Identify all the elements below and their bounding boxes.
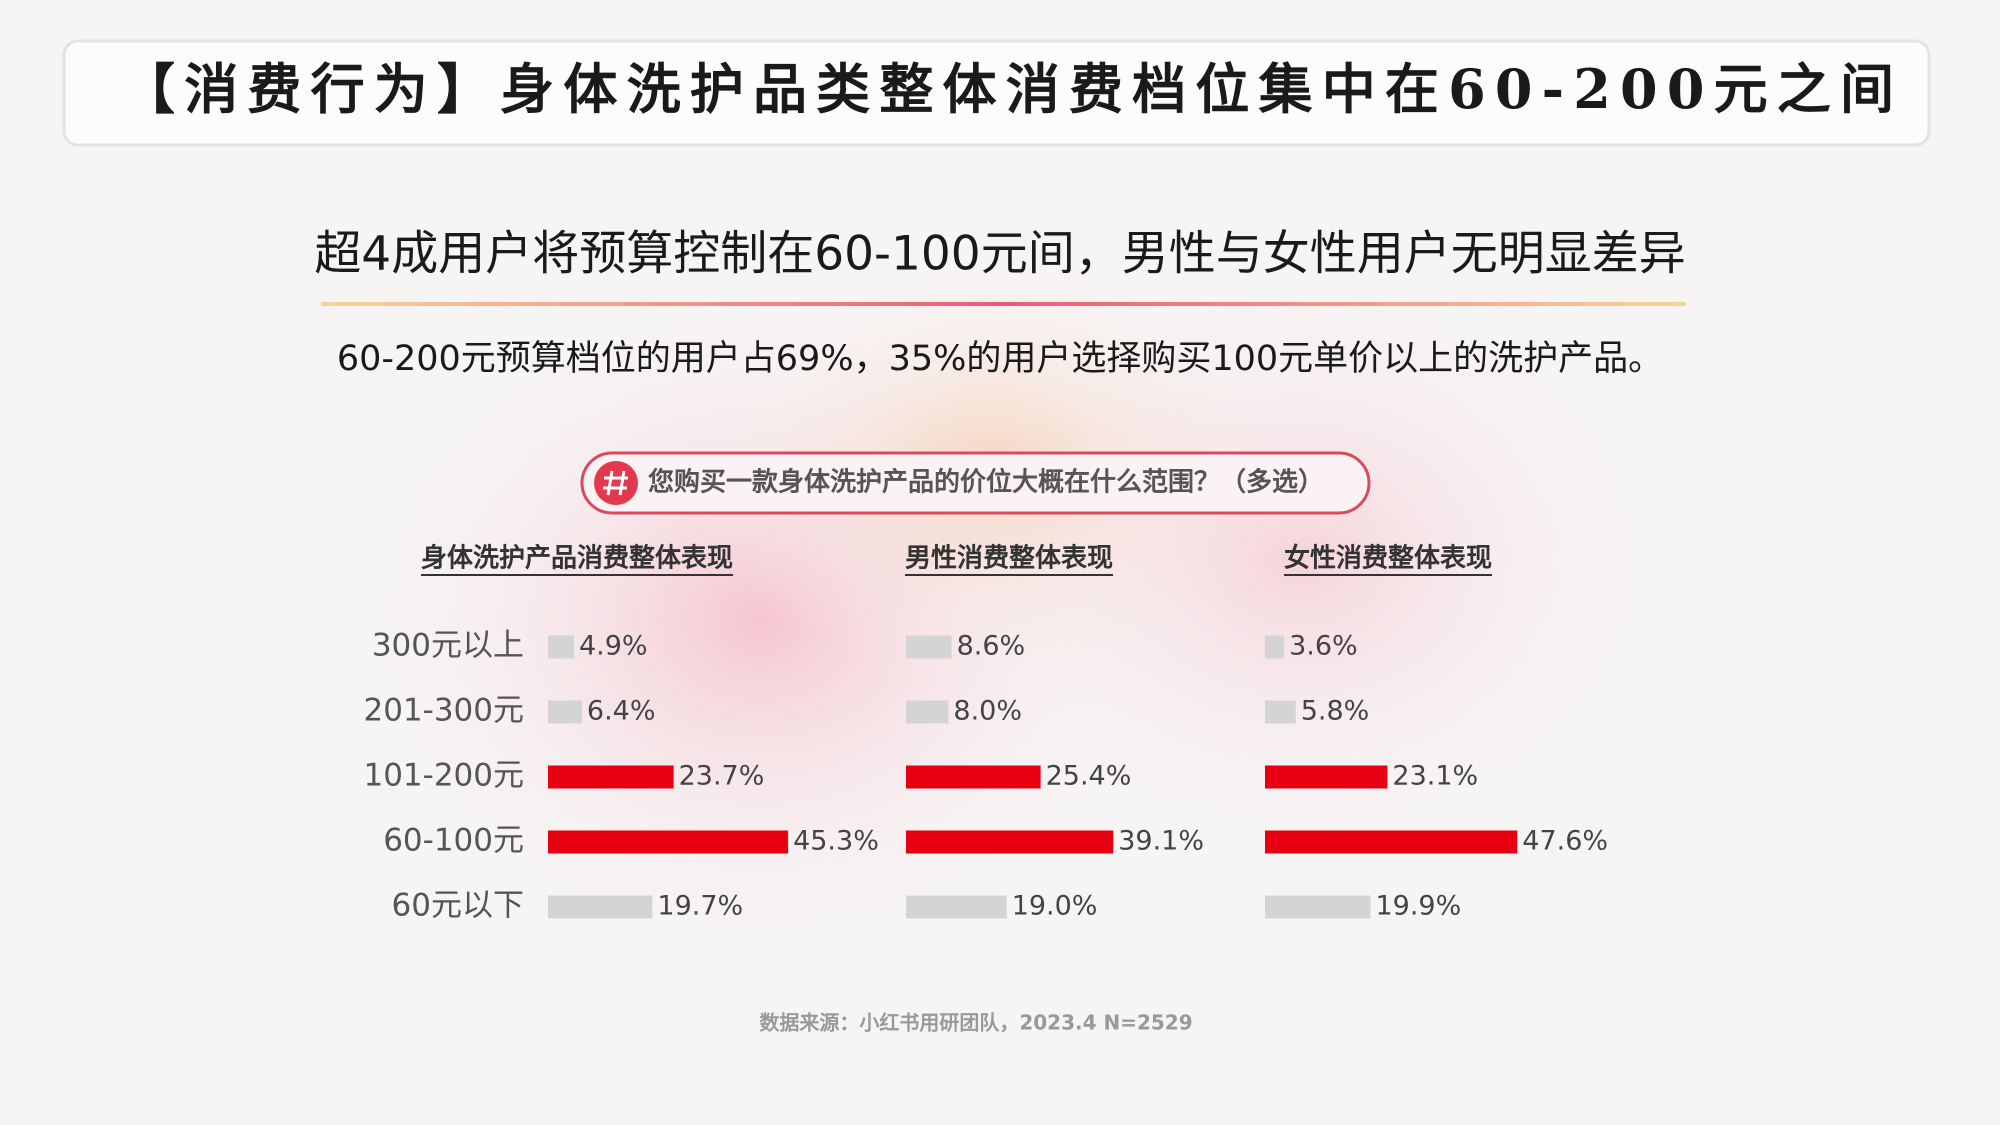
bar (906, 830, 1114, 854)
value-label: 19.7% (657, 891, 743, 922)
value-label: 8.6% (957, 631, 1026, 662)
value-label: 6.4% (587, 696, 656, 727)
value-label: 19.9% (1375, 891, 1461, 922)
value-label: 4.9% (579, 631, 648, 662)
category-label: 201-300元 (363, 693, 524, 729)
source: 数据来源：小红书用研团队，2023.4 N=2529 (759, 1011, 1192, 1035)
bar (906, 765, 1041, 789)
glow (920, 260, 1680, 860)
chart-title: 女性消费整体表现 (1284, 543, 1492, 574)
page-title: 【消费行为】身体洗护品类整体消费档位集中在60-200元之间 (121, 57, 1894, 121)
bar (1265, 895, 1371, 919)
category-label: 60元以下 (392, 888, 524, 924)
bar (1265, 635, 1285, 659)
bar (548, 700, 582, 724)
bar (548, 765, 674, 789)
bar (906, 895, 1007, 919)
question-pill (580, 451, 1371, 515)
value-label: 25.4% (1046, 761, 1132, 792)
category-label: 60-100元 (383, 823, 524, 859)
value-label: 19.0% (1012, 891, 1098, 922)
bar (1265, 700, 1296, 724)
bar (906, 635, 952, 659)
bar (548, 895, 653, 919)
divider (321, 302, 1686, 306)
bar (906, 700, 949, 724)
description: 60-200元预算档位的用户占69%，35%的用户选择购买100元单价以上的洗护… (337, 339, 1663, 379)
title-box (62, 39, 1931, 147)
value-label: 23.1% (1392, 761, 1478, 792)
subtitle: 超4成用户将预算控制在60-100元间，男性与女性用户无明显差异 (314, 227, 1685, 282)
category-label: 300元以上 (372, 628, 524, 664)
bar (1265, 830, 1518, 854)
hash-glyph (603, 470, 628, 496)
chart-title: 身体洗护产品消费整体表现 (421, 543, 733, 574)
chart-title: 男性消费整体表现 (905, 543, 1113, 574)
value-label: 47.6% (1522, 826, 1608, 857)
bar (548, 830, 789, 854)
bar (1265, 765, 1388, 789)
value-label: 8.0% (953, 696, 1022, 727)
question: 您购买一款身体洗护产品的价位大概在什么范围？（多选） (648, 467, 1324, 498)
hash-icon (594, 461, 638, 505)
value-label: 23.7% (679, 761, 765, 792)
value-label: 5.8% (1301, 696, 1370, 727)
value-label: 45.3% (793, 826, 879, 857)
value-label: 3.6% (1289, 631, 1358, 662)
value-label: 39.1% (1118, 826, 1204, 857)
category-label: 101-200元 (363, 758, 524, 794)
bar (548, 635, 574, 659)
